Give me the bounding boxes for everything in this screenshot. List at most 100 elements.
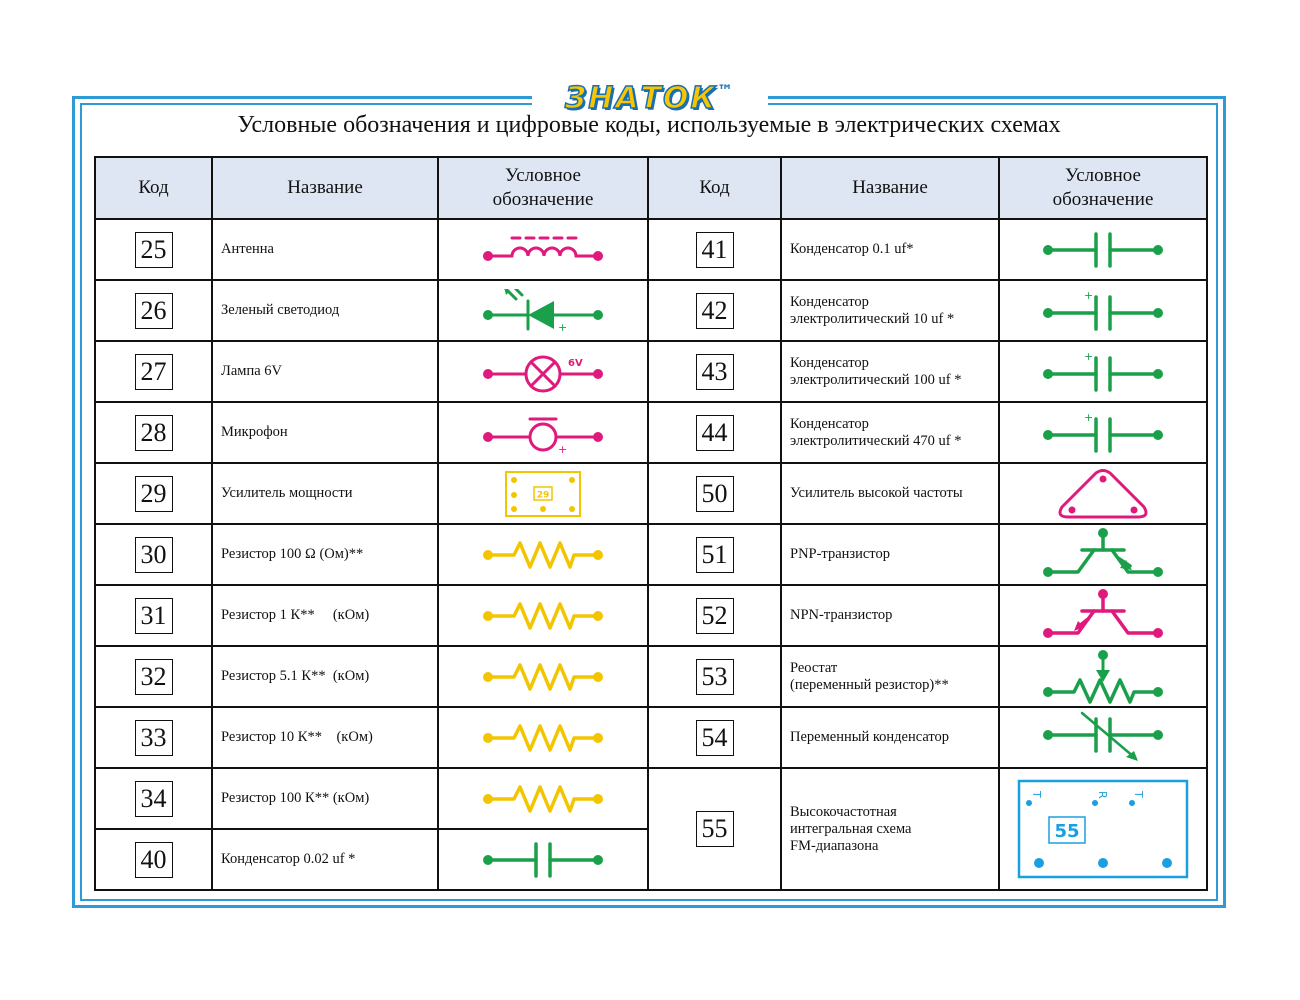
pnp-transistor-icon <box>1043 527 1163 577</box>
code-cell: 28 <box>94 401 213 464</box>
electrolytic-capacitor-icon: + <box>1043 350 1163 392</box>
table-row: 28 Микрофон + 44 Конденсатор электролитич… <box>94 401 1208 464</box>
code-box: 54 <box>695 719 734 756</box>
lamp-icon: 6V <box>483 355 603 392</box>
name-cell: Конденсатор электролитический 470 uf * <box>780 401 1000 464</box>
symbol-cell <box>998 645 1208 708</box>
table-header-row: Код Название Условное обозначение Код Наз… <box>94 156 1208 220</box>
code-cell: 32 <box>94 645 213 708</box>
resistor-icon <box>483 723 603 752</box>
code-cell: 34 <box>94 767 213 830</box>
npn-transistor-icon <box>1043 588 1163 638</box>
symbols-table: Код Название Условное обозначение Код Наз… <box>94 156 1208 891</box>
symbol-cell <box>437 584 649 647</box>
svg-text:+: + <box>558 321 567 333</box>
page-title: Условные обозначения и цифровые коды, ис… <box>237 112 1061 138</box>
code-cell: 29 <box>94 462 213 525</box>
name-cell: Конденсатор электролитический 10 uf * <box>780 279 1000 342</box>
code-cell: 26 <box>94 279 213 342</box>
svg-text:+: + <box>1084 289 1093 302</box>
rf-amplifier-icon <box>1058 468 1148 518</box>
code-box: 26 <box>134 292 173 329</box>
symbol-cell <box>437 706 649 769</box>
table-row: 25 Антенна 41 Конденсатор 0.1 uf* <box>94 218 1208 281</box>
table-row: 31 Резистор 1 К** (кОм) 52 NPN-транзисто… <box>94 584 1208 647</box>
table-row: 34 Резистор 100 К** (кОм) 55 Высокочасто… <box>94 767 1208 891</box>
microphone-icon: + <box>483 417 603 455</box>
symbol-cell: 29 <box>437 462 649 525</box>
pin-label: R <box>1096 791 1109 799</box>
table-row: 30 Резистор 100 Ω (Ом)** 51 PNP-транзист… <box>94 523 1208 586</box>
code-cell: 53 <box>647 645 782 708</box>
code-box: 29 <box>134 475 173 512</box>
fm-ic-icon: T R T 55 <box>1017 779 1189 879</box>
code-cell: 44 <box>647 401 782 464</box>
variable-capacitor-icon <box>1043 711 1163 761</box>
name-cell: Резистор 5.1 К** (кОм) <box>211 645 439 708</box>
symbol-cell <box>437 828 649 891</box>
symbol-cell: + <box>998 340 1208 403</box>
table-row: 33 Резистор 10 К** (кОм) 54 Переменный к… <box>94 706 1208 769</box>
svg-text:+: + <box>1084 411 1093 424</box>
symbol-cell <box>437 523 649 586</box>
code-box: 30 <box>134 536 173 573</box>
table-row: 32 Резистор 5.1 К** (кОм) 53 Реостат (пер… <box>94 645 1208 708</box>
code-cell: 40 <box>94 828 213 891</box>
ic-label: 55 <box>1054 821 1079 842</box>
amplifier-label: 29 <box>537 490 550 500</box>
power-amplifier-icon: 29 <box>505 470 581 517</box>
name-cell: Конденсатор электролитический 100 uf * <box>780 340 1000 403</box>
name-cell: Антенна <box>211 218 439 281</box>
name-cell: Резистор 10 К** (кОм) <box>211 706 439 769</box>
symbol-cell <box>998 584 1208 647</box>
name-cell: Зеленый светодиод <box>211 279 439 342</box>
resistor-icon <box>483 662 603 691</box>
header-name-right: Название <box>780 156 1000 220</box>
svg-text:+: + <box>558 443 567 455</box>
code-cell: 25 <box>94 218 213 281</box>
code-box: 31 <box>134 597 173 634</box>
name-cell: Конденсатор 0.1 uf* <box>780 218 1000 281</box>
symbol-cell: T R T 55 <box>998 767 1208 891</box>
table-row: 29 Усилитель мощности 29 50 Усилитель вы… <box>94 462 1208 525</box>
code-box: 43 <box>695 353 734 390</box>
code-box: 42 <box>695 292 734 329</box>
brand-logo: ЗНАТОК™ <box>532 80 768 116</box>
symbol-cell <box>437 767 649 830</box>
symbol-cell: + <box>998 401 1208 464</box>
symbol-cell: + <box>437 401 649 464</box>
symbol-cell <box>998 218 1208 281</box>
symbol-cell <box>437 645 649 708</box>
electrolytic-capacitor-icon: + <box>1043 411 1163 453</box>
code-box: 44 <box>695 414 734 451</box>
name-cell: Лампа 6V <box>211 340 439 403</box>
name-cell: Резистор 1 К** (кОм) <box>211 584 439 647</box>
code-cell: 33 <box>94 706 213 769</box>
code-box: 28 <box>134 414 173 451</box>
symbol-cell <box>998 462 1208 525</box>
header-symbol-right: Условное обозначение <box>998 156 1208 220</box>
header-code-left: Код <box>94 156 213 220</box>
name-cell: Конденсатор 0.02 uf * <box>211 828 439 891</box>
code-cell: 43 <box>647 340 782 403</box>
code-cell: 27 <box>94 340 213 403</box>
name-cell: Переменный конденсатор <box>780 706 1000 769</box>
code-box: 51 <box>695 536 734 573</box>
table-row: 40 Конденсатор 0.02 uf * <box>94 828 1207 891</box>
capacitor-icon <box>1043 231 1163 268</box>
led-icon: + <box>483 288 603 333</box>
code-cell: 55 <box>647 767 782 891</box>
pin-label: T <box>1030 790 1043 798</box>
code-box: 27 <box>134 353 173 390</box>
code-box: 50 <box>695 475 734 512</box>
code-box: 34 <box>134 780 173 817</box>
resistor-icon <box>483 540 603 569</box>
code-cell: 30 <box>94 523 213 586</box>
code-box: 55 <box>695 811 734 847</box>
antenna-icon <box>483 236 603 261</box>
symbol-cell <box>998 706 1208 769</box>
name-cell: Резистор 100 К** (кОм) <box>211 767 439 830</box>
code-cell: 50 <box>647 462 782 525</box>
capacitor-icon <box>483 841 603 878</box>
resistor-icon <box>483 784 603 813</box>
